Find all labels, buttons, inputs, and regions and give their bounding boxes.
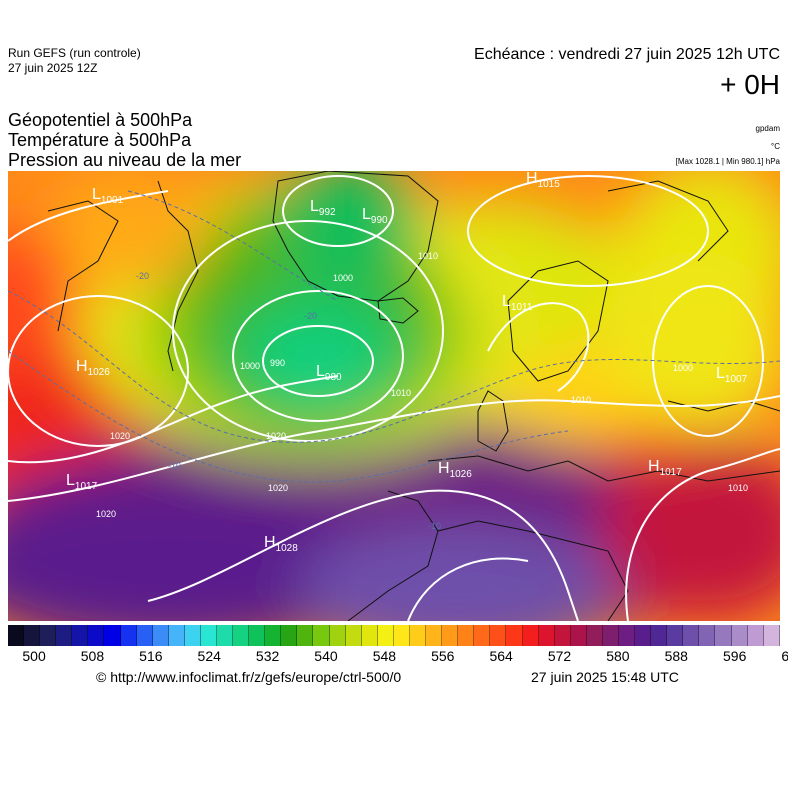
colorbar-swatch <box>329 625 346 646</box>
colorbar-swatch <box>72 625 89 646</box>
isobar-label: 1020 <box>110 431 130 441</box>
colorbar-tick-label: 588 <box>664 648 688 664</box>
isobar-label: 1020 <box>268 483 288 493</box>
colorbar-swatch <box>442 625 459 646</box>
colorbar-swatch <box>40 625 57 646</box>
colorbar-swatch <box>168 625 185 646</box>
colorbar-swatch <box>136 625 153 646</box>
colorbar-swatch <box>88 625 105 646</box>
field-geopotential: Géopotentiel à 500hPa <box>8 110 193 130</box>
field-pressure: Pression au niveau de la mer <box>8 150 242 170</box>
unit-geopotential: gpdam <box>755 124 780 133</box>
colorbar-swatch <box>313 625 330 646</box>
colorbar-swatch <box>618 625 636 646</box>
temperature-label: -10 <box>428 521 441 531</box>
colorbar-swatch <box>554 625 571 646</box>
colorbar-swatch <box>458 625 475 646</box>
colorbar-swatch <box>249 625 266 646</box>
colorbar-swatch <box>763 625 780 646</box>
colorbar-swatch <box>152 625 169 646</box>
generated-time: 27 juin 2025 15:48 UTC <box>531 669 679 685</box>
colorbar-swatch <box>602 625 619 646</box>
run-date: 27 juin 2025 12Z <box>8 61 98 75</box>
colorbar-swatch <box>24 625 41 646</box>
colorbar-swatch <box>490 625 507 646</box>
isobar-label: 1010 <box>728 483 748 493</box>
colorbar-swatch <box>297 625 314 646</box>
colorbar-swatch <box>281 625 298 646</box>
field-temperature: Température à 500hPa <box>8 130 192 150</box>
isobar-label: 1010 <box>571 395 591 405</box>
isobar-label: 1010 <box>391 388 411 398</box>
temperature-label: -10 <box>168 461 181 471</box>
isobar-label: 1020 <box>96 509 116 519</box>
colorbar-swatch <box>233 625 250 646</box>
colorbar-tick-label: 500 <box>22 648 46 664</box>
forecast-valid-time: Echéance : vendredi 27 juin 2025 12h UTC <box>474 46 780 63</box>
colorbar <box>8 625 780 646</box>
colorbar-swatch <box>474 625 491 646</box>
colorbar-swatch <box>265 625 282 646</box>
colorbar-tick-label: 556 <box>431 648 455 664</box>
isobar-label: 1000 <box>333 273 353 283</box>
colorbar-swatch <box>747 625 764 646</box>
colorbar-swatch <box>699 625 716 646</box>
colorbar-tick-label: 516 <box>139 648 163 664</box>
colorbar-swatch <box>8 625 25 646</box>
colorbar-tick-label: 532 <box>255 648 280 664</box>
temperature-label: -20 <box>136 271 149 281</box>
colorbar-swatch <box>683 625 700 646</box>
colorbar-swatch <box>409 625 427 646</box>
colorbar-tick-label: 596 <box>722 648 747 664</box>
colorbar-tick-label: 572 <box>547 648 572 664</box>
colorbar-swatch <box>667 625 684 646</box>
colorbar-swatch <box>56 625 73 646</box>
temperature-label: -20 <box>304 311 317 321</box>
colorbar-swatch <box>217 625 234 646</box>
colorbar-tick-label: 604 <box>781 648 788 664</box>
colorbar-tick-label: 548 <box>372 648 397 664</box>
colorbar-swatch <box>377 625 394 646</box>
colorbar-tick-label: 524 <box>197 648 221 664</box>
colorbar-swatch <box>393 625 410 646</box>
colorbar-swatch <box>586 625 603 646</box>
colorbar-swatch <box>635 625 652 646</box>
weather-map: L1001 L992 L990 H1015 L980 H1026 L1011 L1007 L10… <box>8 171 780 621</box>
colorbar-swatch <box>538 625 555 646</box>
colorbar-swatch <box>104 625 121 646</box>
isobar-label: 1000 <box>673 363 693 373</box>
source-url[interactable]: © http://www.infoclimat.fr/z/gefs/europe… <box>96 669 402 685</box>
colorbar-tick-label: 540 <box>314 648 338 664</box>
colorbar-swatch <box>570 625 587 646</box>
colorbar-swatch <box>345 625 362 646</box>
isobar-label: 990 <box>270 358 285 368</box>
pressure-range: [Max 1028.1 | Min 980.1] hPa <box>675 157 780 166</box>
colorbar-swatch <box>426 625 443 646</box>
colorbar-swatch <box>200 625 218 646</box>
colorbar-tick-label: 508 <box>80 648 105 664</box>
colorbar-labels: 500 508 516 524 532 540 548 556 564 572 580 588 596 6… <box>8 648 788 666</box>
run-title: Run GEFS (run controle) <box>8 46 141 60</box>
isobar-label: 1000 <box>240 361 260 371</box>
colorbar-swatch <box>731 625 748 646</box>
unit-temperature: °C <box>771 142 780 151</box>
colorbar-swatch <box>522 625 539 646</box>
lead-time: + 0H <box>720 69 780 100</box>
colorbar-swatch <box>361 625 378 646</box>
colorbar-swatch <box>184 625 201 646</box>
colorbar-tick-label: 564 <box>489 648 513 664</box>
colorbar-swatch <box>651 625 668 646</box>
isobar-label: 1020 <box>266 431 286 441</box>
colorbar-swatch <box>120 625 137 646</box>
colorbar-swatch <box>715 625 732 646</box>
colorbar-tick-label: 580 <box>606 648 630 664</box>
isobar-label: 1010 <box>418 251 438 261</box>
colorbar-swatch <box>506 625 523 646</box>
